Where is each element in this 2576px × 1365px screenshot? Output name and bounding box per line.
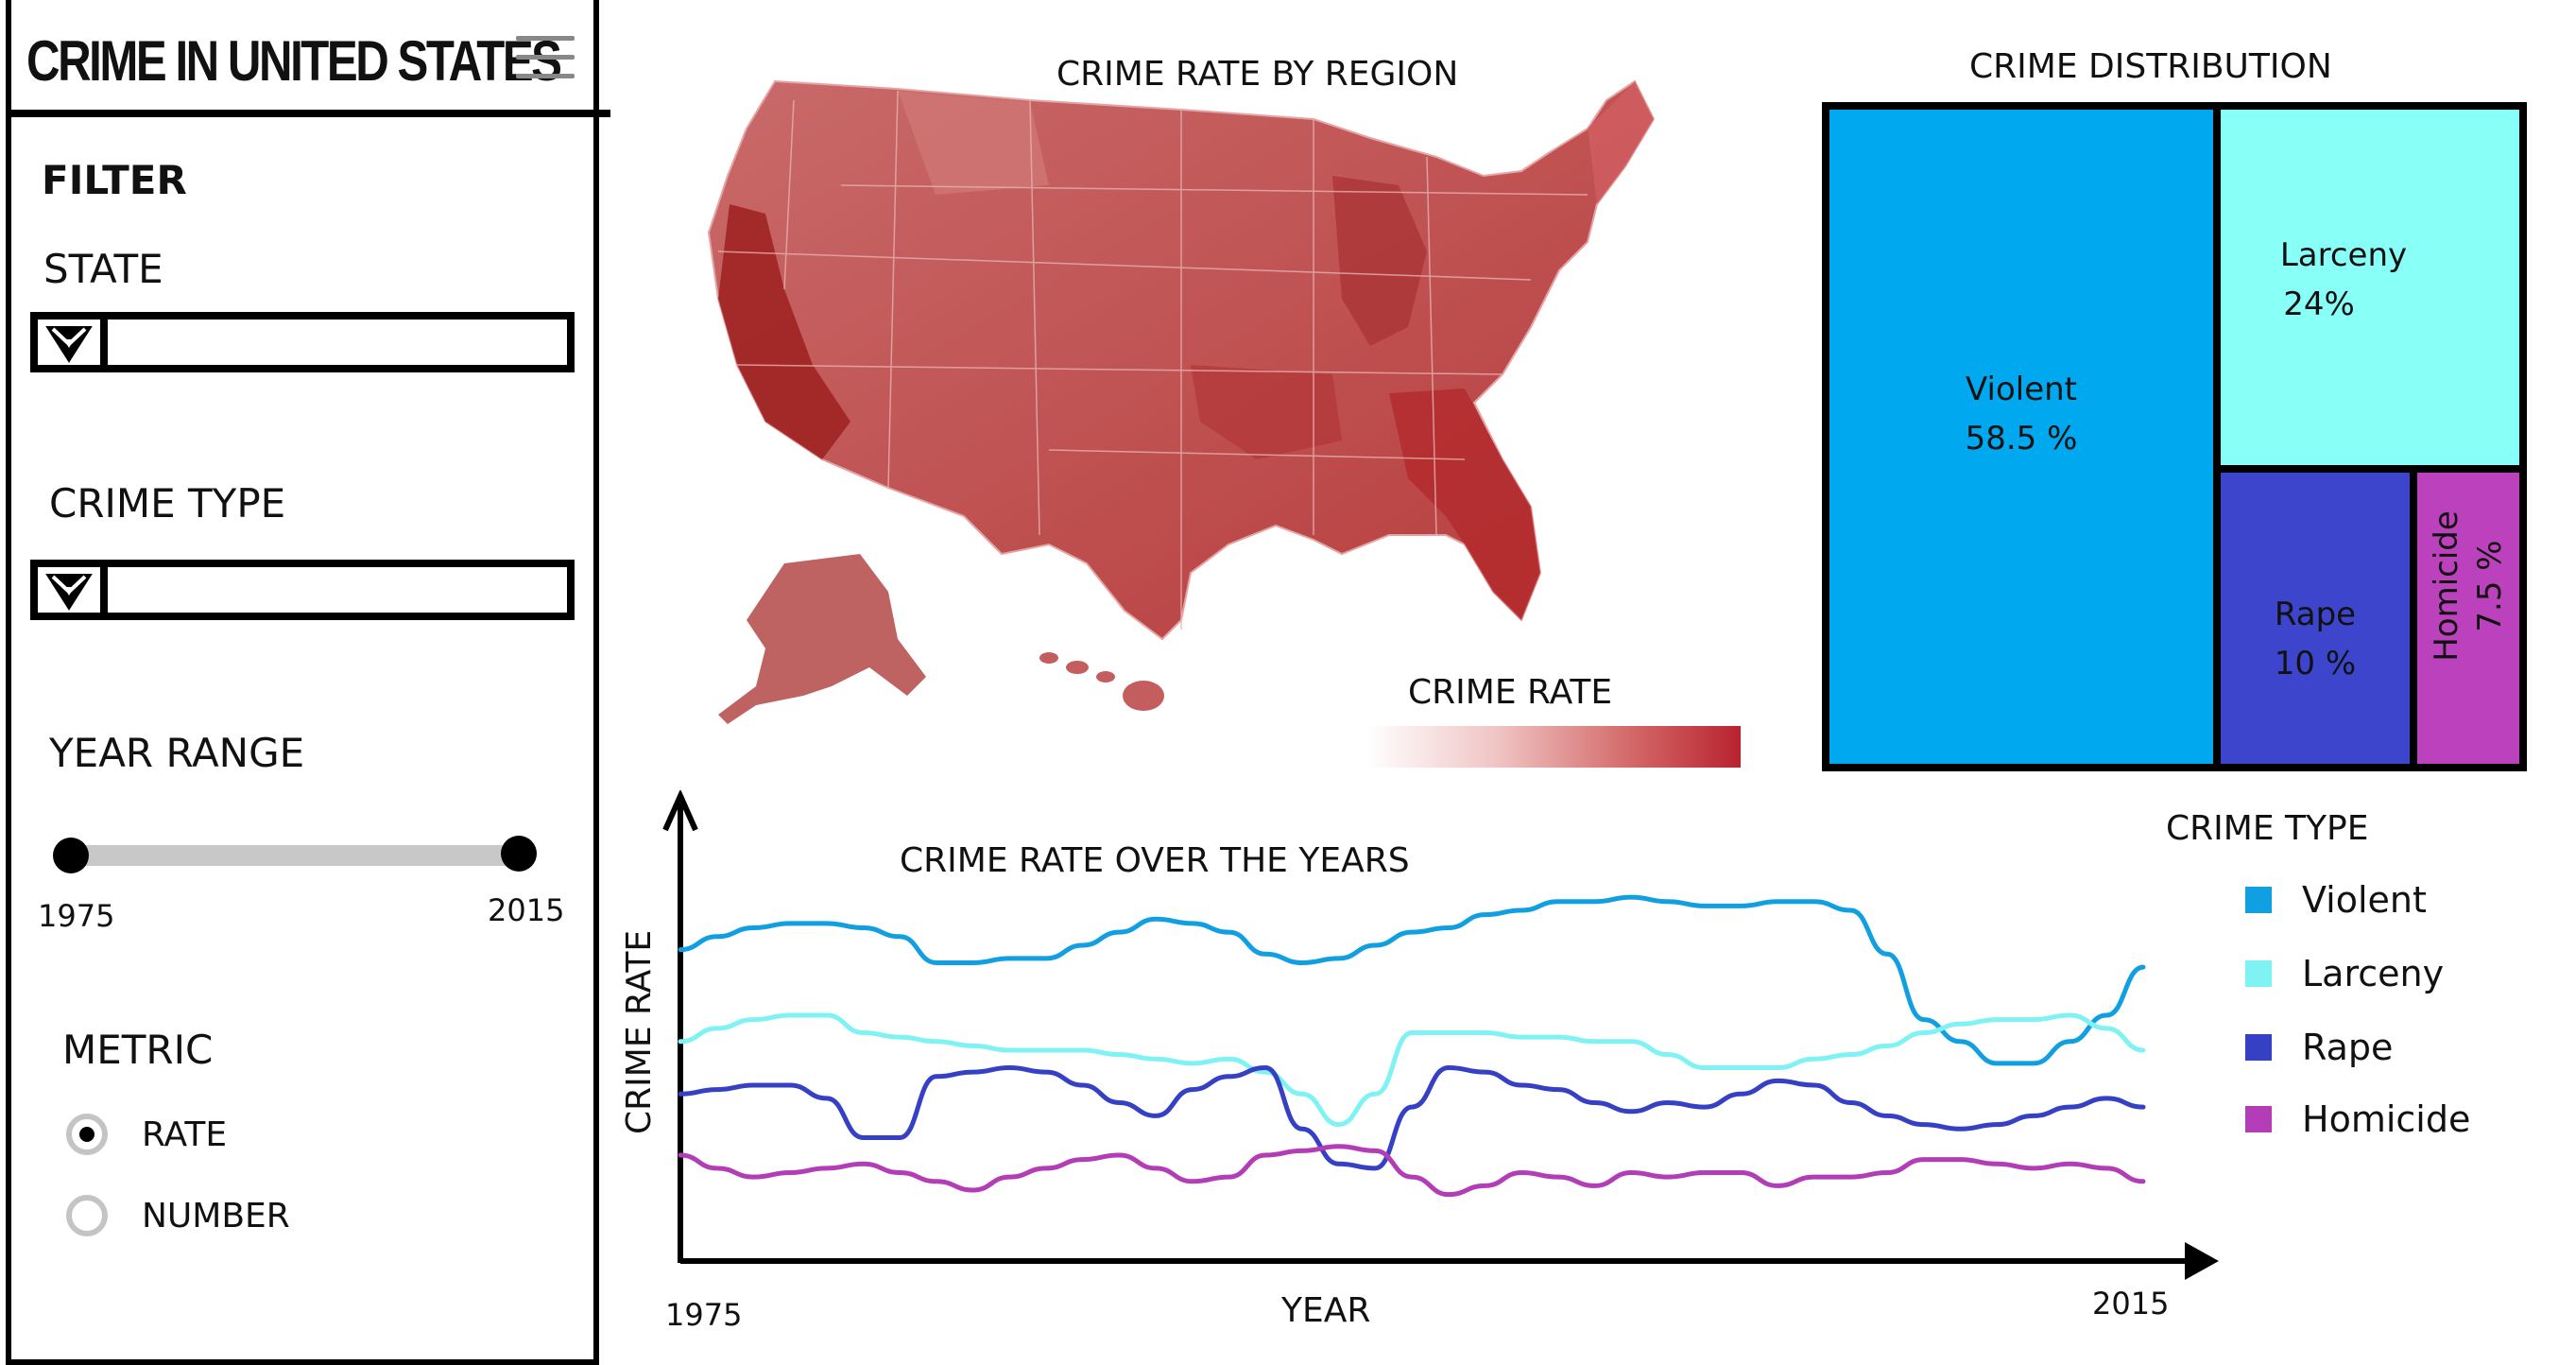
metric-rate-radio[interactable] (66, 1114, 108, 1155)
year-range-min-label: 1975 (38, 898, 115, 934)
region-northern-plains[interactable] (898, 91, 1049, 195)
crime-type-dropdown[interactable] (30, 560, 575, 620)
region-south-central[interactable] (1191, 365, 1342, 459)
metric-number-label[interactable]: NUMBER (142, 1197, 290, 1235)
region-great-lakes[interactable] (1332, 176, 1427, 346)
map-title: CRIME RATE BY REGION (1056, 55, 1459, 94)
series-lines (678, 894, 2146, 1198)
series-line-larceny[interactable] (678, 1012, 2146, 1128)
year-range-min-handle[interactable] (53, 838, 89, 873)
crime-type-label: CRIME TYPE (49, 480, 286, 527)
legend-swatch (2245, 960, 2272, 987)
radio-selected-dot (79, 1127, 94, 1142)
x-axis-max-label: 2015 (2092, 1286, 2170, 1322)
tile-label: Homicide (2428, 510, 2465, 662)
y-axis-arrow-icon (662, 790, 698, 832)
crime-distribution-treemap: Violent 58.5 % Larceny 24% Rape 10 % Hom… (1822, 102, 2527, 771)
tile-value: 58.5 % (1965, 420, 2078, 458)
legend-label: Violent (2302, 879, 2427, 921)
app-title: CRIME IN UNITED STATES (26, 29, 562, 93)
state-borders (717, 90, 1589, 630)
line-chart-title: CRIME RATE OVER THE YEARS (900, 841, 1410, 880)
series-line-rape[interactable] (678, 1064, 2146, 1171)
tile-label: Violent (1965, 371, 2077, 408)
hamburger-menu-icon[interactable] (516, 36, 575, 78)
tile-label: Larceny (2279, 236, 2408, 274)
tile-value: 10 % (2274, 645, 2357, 682)
tile-label: Rape (2274, 596, 2357, 633)
legend-swatch (2245, 1106, 2272, 1132)
title-divider (6, 110, 610, 117)
legend-label: Rape (2302, 1027, 2394, 1068)
dropdown-arrow-icon[interactable] (38, 320, 108, 365)
line-legend-title: CRIME TYPE (2166, 809, 2369, 848)
treemap-tile-violent[interactable]: Violent 58.5 % (1829, 110, 2213, 764)
tile-value: 7.5 % (2471, 540, 2509, 632)
year-range-max-handle[interactable] (501, 836, 537, 872)
x-axis-arrow-icon (2185, 1242, 2219, 1280)
treemap-tile-larceny[interactable]: Larceny 24% (2221, 110, 2519, 465)
hawaii-shape[interactable] (1039, 652, 1164, 711)
map-legend-color-scale (1366, 726, 1741, 768)
metric-number-radio[interactable] (66, 1195, 108, 1236)
state-label: STATE (43, 246, 163, 292)
filter-heading: FILTER (42, 157, 187, 203)
state-dropdown[interactable] (30, 312, 575, 372)
y-axis-label: CRIME RATE (620, 929, 659, 1134)
region-west-coast[interactable] (718, 204, 850, 459)
year-range-max-label: 2015 (488, 892, 565, 928)
treemap-tile-rape[interactable]: Rape 10 % (2221, 473, 2410, 764)
crime-rate-line-chart (662, 790, 2219, 1280)
region-southeast[interactable] (1389, 389, 1540, 620)
treemap-tile-homicide[interactable]: Homicide 7.5 % (2417, 473, 2519, 764)
dropdown-arrow-icon[interactable] (38, 567, 108, 613)
map-legend-title: CRIME RATE (1408, 673, 1613, 712)
x-axis-label: YEAR (1281, 1291, 1371, 1330)
filter-sidebar (6, 0, 599, 1365)
axes (662, 790, 2219, 1280)
series-line-homicide[interactable] (678, 1144, 2146, 1198)
treemap-title: CRIME DISTRIBUTION (1969, 47, 2332, 86)
metric-rate-label[interactable]: RATE (142, 1115, 228, 1154)
x-axis-min-label: 1975 (665, 1297, 743, 1333)
us-choropleth-map[interactable] (652, 62, 1767, 762)
year-range-track[interactable] (72, 845, 520, 866)
metric-label: METRIC (62, 1027, 214, 1073)
legend-label: Larceny (2302, 953, 2445, 994)
tile-value: 24% (2283, 285, 2355, 323)
year-range-label: YEAR RANGE (49, 730, 305, 776)
region-new-england[interactable] (1588, 81, 1654, 204)
legend-swatch (2245, 1034, 2272, 1061)
alaska-shape[interactable] (718, 554, 926, 724)
legend-swatch (2245, 887, 2272, 913)
series-line-violent[interactable] (678, 894, 2146, 1066)
legend-label: Homicide (2302, 1098, 2471, 1140)
